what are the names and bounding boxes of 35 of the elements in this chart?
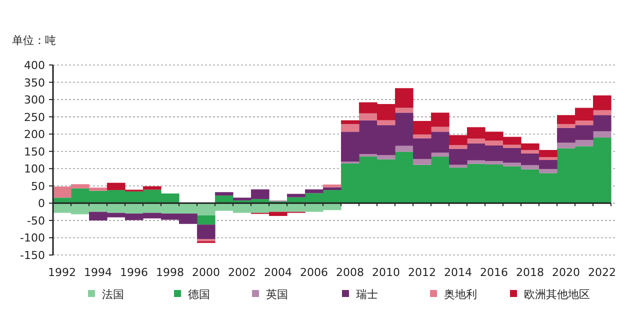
- x-tick-label: 1998: [156, 266, 184, 279]
- y-tick-label: 0: [38, 197, 45, 210]
- y-tick-label: 250: [24, 110, 45, 124]
- y-tick-label: 100: [24, 162, 45, 176]
- y-tick-label: 400: [24, 59, 45, 72]
- x-tick-label: 1992: [48, 266, 76, 279]
- x-tick-label: 2016: [480, 266, 508, 279]
- legend-label: 法国: [102, 288, 124, 301]
- x-tick-label: 2008: [336, 266, 364, 279]
- legend-label: 瑞士: [356, 288, 378, 301]
- y-tick-label: 350: [24, 76, 45, 90]
- y-tick-label: -100: [20, 232, 45, 245]
- y-tick-label: 200: [24, 128, 45, 142]
- y-tick-label: 150: [24, 145, 45, 158]
- x-tick-label: 2020: [552, 266, 580, 279]
- x-tick-label: 2006: [300, 266, 328, 279]
- x-tick-label: 1994: [84, 266, 112, 279]
- legend-label: 欧洲其他地区: [524, 288, 590, 301]
- y-tick-label: -50: [27, 214, 45, 228]
- x-tick-label: 2012: [408, 266, 436, 279]
- x-tick-label: 2022: [588, 266, 616, 279]
- y-tick-label: 300: [24, 94, 45, 107]
- x-tick-label: 1996: [120, 266, 148, 279]
- y-tick-label: 50: [31, 180, 45, 193]
- legend-label: 德国: [188, 288, 210, 301]
- legend-label: 英国: [266, 288, 288, 301]
- legend-label: 奥地利: [444, 288, 477, 301]
- x-tick-label: 2018: [516, 266, 544, 279]
- x-tick-label: 2004: [264, 266, 292, 279]
- x-tick-label: 2000: [192, 266, 220, 279]
- x-tick-label: 2014: [444, 266, 472, 279]
- y-tick-label: -150: [20, 249, 45, 262]
- x-tick-label: 2002: [228, 266, 256, 279]
- y-axis-title: 单位：吨: [12, 34, 56, 47]
- x-tick-label: 2010: [372, 266, 400, 279]
